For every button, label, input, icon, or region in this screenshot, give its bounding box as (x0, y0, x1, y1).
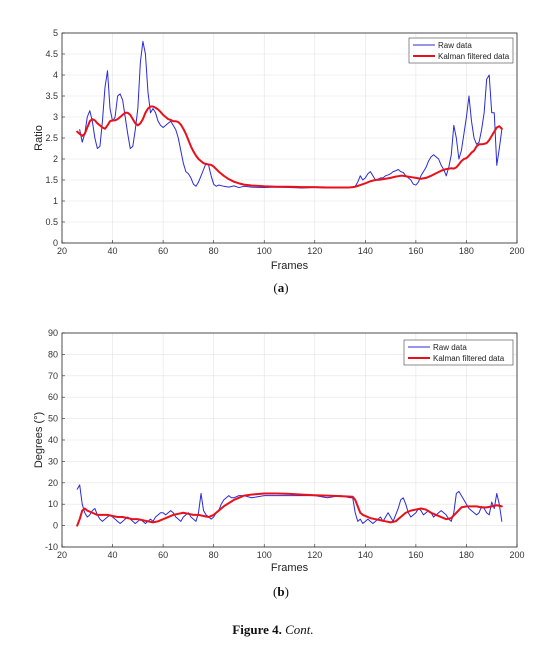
y-tick-label: 2.5 (45, 133, 58, 143)
x-tick-label: 120 (307, 246, 322, 256)
y-tick-label: 3 (53, 112, 58, 122)
x-tick-label: 20 (57, 550, 67, 560)
legend-label-kalman-b: Kalman filtered data (433, 354, 505, 363)
x-tick-label: 100 (257, 246, 272, 256)
x-tick-label: 140 (358, 550, 373, 560)
x-tick-label: 200 (509, 550, 524, 560)
legend-label-raw-b: Raw data (433, 343, 467, 352)
x-tick-label: 20 (57, 246, 67, 256)
plot-frame-a (61, 32, 518, 244)
x-tick-label: 80 (209, 246, 219, 256)
caption-text: Cont. (285, 622, 314, 637)
y-tick-label: 40 (48, 435, 58, 445)
y-tick-label: 5 (53, 28, 58, 38)
y-tick-label: 0 (53, 238, 58, 248)
y-tick-label: 1.5 (45, 175, 58, 185)
x-axis-label-a: Frames (271, 260, 309, 272)
legend-a: Raw data Kalman filtered data (408, 37, 514, 64)
y-tick-label: 4 (53, 70, 58, 80)
legend-label-raw-a: Raw data (438, 41, 472, 50)
y-tick-label: 3.5 (45, 91, 58, 101)
chart-b: 20 40 60 80 100 120 140 160 180 200 -10 0 10 20 30 40 50… (33, 328, 525, 599)
series-b (76, 484, 503, 527)
y-tick-label: 4.5 (45, 49, 58, 59)
y-tick-label: 50 (48, 414, 58, 424)
sublabel-b: (b) (273, 584, 289, 599)
kalman-filtered-line (76, 492, 503, 527)
x-tick-label: 60 (158, 246, 168, 256)
y-tick-label: 60 (48, 392, 58, 402)
plot-frame-b (61, 332, 518, 548)
legend-box-b (403, 339, 514, 366)
x-tick-label: 40 (108, 246, 118, 256)
figure-caption: Figure 4. Cont. (0, 622, 546, 638)
kalman-filtered-line (76, 105, 503, 189)
x-tick-label: 80 (209, 550, 219, 560)
sublabel-a: (a) (273, 280, 288, 295)
x-tick-label: 180 (459, 246, 474, 256)
tick-labels-a: 20 40 60 80 100 120 140 160 180 200 0 0.5 1 1.5 2 2.5 3 3… (45, 28, 524, 256)
legend-label-kalman-a: Kalman filtered data (438, 52, 510, 61)
y-tick-label: 30 (48, 456, 58, 466)
x-tick-label: 160 (408, 550, 423, 560)
x-tick-label: 40 (108, 550, 118, 560)
y-tick-label: -10 (45, 542, 58, 552)
x-tick-label: 180 (459, 550, 474, 560)
legend-b: Raw data Kalman filtered data (403, 339, 514, 366)
x-tick-label: 200 (509, 246, 524, 256)
x-axis-label-b: Frames (271, 562, 309, 574)
y-tick-label: 10 (48, 499, 58, 509)
x-tick-label: 140 (358, 246, 373, 256)
chart-a: 20 40 60 80 100 120 140 160 180 200 0 0.5 1 1.5 2 2.5 3 3… (33, 28, 525, 295)
y-tick-label: 0 (53, 521, 58, 531)
y-axis-label-b: Degrees (°) (33, 412, 45, 468)
y-tick-label: 70 (48, 371, 58, 381)
tick-labels-b: 20 40 60 80 100 120 140 160 180 200 -10 0 10 20 30 40 50… (45, 328, 525, 560)
y-axis-label-a: Ratio (33, 125, 45, 151)
y-tick-label: 2 (53, 154, 58, 164)
x-tick-label: 60 (158, 550, 168, 560)
y-tick-label: 90 (48, 328, 58, 338)
x-tick-label: 160 (408, 246, 423, 256)
y-tick-label: 20 (48, 478, 58, 488)
caption-label: Figure 4. (232, 622, 282, 637)
legend-box-a (408, 37, 514, 64)
series-a (76, 40, 503, 189)
y-tick-label: 0.5 (45, 217, 58, 227)
x-tick-label: 100 (257, 550, 272, 560)
x-tick-label: 120 (307, 550, 322, 560)
raw-data-line (76, 484, 503, 524)
y-tick-label: 1 (53, 196, 58, 206)
y-tick-label: 80 (48, 349, 58, 359)
